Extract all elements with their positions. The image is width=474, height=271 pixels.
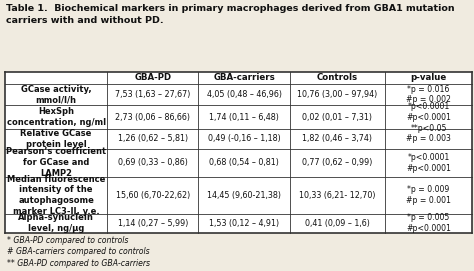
Text: 0,68 (0,54 – 0,81): 0,68 (0,54 – 0,81): [209, 158, 279, 167]
Text: 1,53 (0,12 – 4,91): 1,53 (0,12 – 4,91): [209, 219, 279, 228]
Text: Relative GCase
protein level: Relative GCase protein level: [20, 129, 92, 149]
Text: *p<0.0001
#p<0.0001: *p<0.0001 #p<0.0001: [406, 153, 451, 173]
Text: Controls: Controls: [317, 73, 358, 82]
Text: # GBA-carriers compared to controls: # GBA-carriers compared to controls: [7, 247, 150, 256]
Text: GBA-carriers: GBA-carriers: [213, 73, 275, 82]
Text: Table 1.  Biochemical markers in primary macrophages derived from GBA1 mutation
: Table 1. Biochemical markers in primary …: [6, 4, 454, 24]
Text: *p<0.0001
#p<0.0001
**p<0.05: *p<0.0001 #p<0.0001 **p<0.05: [406, 102, 451, 133]
Text: HexSph
concentration, ng/ml: HexSph concentration, ng/ml: [7, 107, 106, 127]
Text: GCase activity,
mmol/l/h: GCase activity, mmol/l/h: [21, 85, 91, 104]
Text: 0,41 (0,09 – 1,6): 0,41 (0,09 – 1,6): [305, 219, 370, 228]
Text: Alpha-synuclein
level, ng/μg: Alpha-synuclein level, ng/μg: [18, 214, 94, 233]
Text: 4,05 (0,48 – 46,96): 4,05 (0,48 – 46,96): [207, 90, 282, 99]
Text: ** GBA-PD compared to GBA-carriers: ** GBA-PD compared to GBA-carriers: [7, 259, 150, 267]
Text: 0,02 (0,01 – 7,31): 0,02 (0,01 – 7,31): [302, 113, 373, 122]
Text: 2,73 (0,06 – 86,66): 2,73 (0,06 – 86,66): [116, 113, 191, 122]
Text: *p = 0.005
#p<0.0001: *p = 0.005 #p<0.0001: [406, 214, 451, 233]
Text: 7,53 (1,63 – 27,67): 7,53 (1,63 – 27,67): [115, 90, 191, 99]
Text: 14,45 (9,60-21,38): 14,45 (9,60-21,38): [207, 191, 281, 200]
Text: 0,69 (0,33 – 0,86): 0,69 (0,33 – 0,86): [118, 158, 188, 167]
Bar: [5, 72, 472, 233]
Text: 1,26 (0,62 – 5,81): 1,26 (0,62 – 5,81): [118, 134, 188, 143]
Text: Pearson’s coefficient
for GCase and
LAMP2: Pearson’s coefficient for GCase and LAMP…: [6, 147, 106, 178]
Text: GBA-PD: GBA-PD: [135, 73, 172, 82]
Text: 15,60 (6,70-22,62): 15,60 (6,70-22,62): [116, 191, 190, 200]
Text: 0,77 (0,62 – 0,99): 0,77 (0,62 – 0,99): [302, 158, 373, 167]
Text: *p = 0.016
#p = 0.002: *p = 0.016 #p = 0.002: [406, 85, 451, 104]
Text: Median fluorescence
intensity of the
autophagosome
marker LC3-II, y.e.: Median fluorescence intensity of the aut…: [7, 175, 105, 216]
Text: * GBA-PD compared to controls: * GBA-PD compared to controls: [7, 236, 128, 245]
Text: #p = 0.003: #p = 0.003: [406, 134, 451, 143]
Text: 10,33 (6,21- 12,70): 10,33 (6,21- 12,70): [299, 191, 376, 200]
Text: *p = 0.009
#p = 0.001: *p = 0.009 #p = 0.001: [406, 185, 451, 205]
Text: 1,14 (0,27 – 5,99): 1,14 (0,27 – 5,99): [118, 219, 188, 228]
Text: 10,76 (3,00 – 97,94): 10,76 (3,00 – 97,94): [297, 90, 377, 99]
Text: 1,74 (0,11 – 6,48): 1,74 (0,11 – 6,48): [209, 113, 279, 122]
Text: 0,49 (-0,16 – 1,18): 0,49 (-0,16 – 1,18): [208, 134, 281, 143]
Text: 1,82 (0,46 – 3,74): 1,82 (0,46 – 3,74): [302, 134, 373, 143]
Text: p-value: p-value: [410, 73, 447, 82]
